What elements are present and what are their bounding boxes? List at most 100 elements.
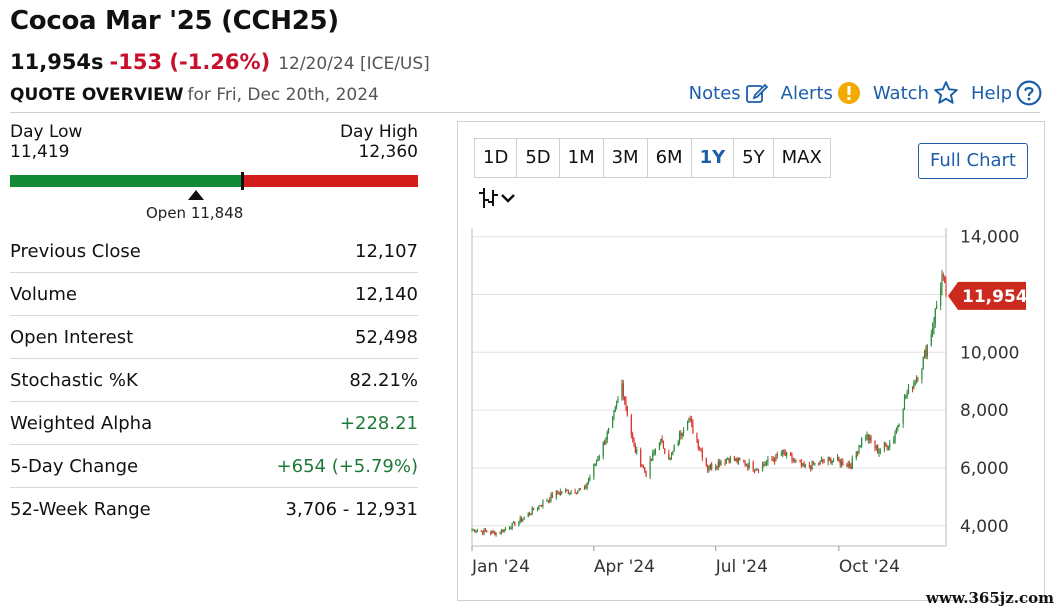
period-button-max[interactable]: MAX	[781, 147, 822, 168]
candle-body	[570, 491, 572, 494]
candle-body	[550, 494, 552, 501]
candle-body	[680, 432, 682, 436]
candle-body	[602, 442, 604, 457]
candle-body	[936, 305, 938, 309]
stat-value: +228.21	[339, 412, 418, 434]
alerts-link[interactable]: Alerts	[781, 81, 861, 105]
price-change: -153 (-1.26%)	[109, 50, 271, 74]
day-range-up-segment	[10, 175, 242, 187]
candle-body	[491, 531, 493, 534]
candle-body	[737, 458, 740, 463]
candle-body	[569, 493, 571, 495]
candle-body	[642, 466, 644, 468]
candle-body	[658, 442, 661, 450]
candle-body	[672, 451, 674, 455]
candle-body	[889, 443, 891, 448]
candle-body	[810, 466, 812, 470]
stats-row: Volume 12,140	[10, 273, 418, 316]
period-button-6m[interactable]: 6M	[648, 139, 692, 177]
stats-row: Weighted Alpha +228.21	[10, 402, 418, 445]
candle-body	[528, 513, 531, 515]
stat-label: Open Interest	[10, 326, 134, 348]
candle-body	[792, 460, 794, 462]
candle-body	[579, 488, 582, 490]
period-button-1y[interactable]: 1Y	[692, 139, 735, 177]
candle-body	[512, 521, 515, 523]
price-line: 11,954s -153 (-1.26%) 12/20/24 [ICE/US]	[10, 50, 430, 74]
candle-body	[923, 350, 926, 358]
candle-body	[790, 452, 792, 456]
stat-value: +654 (+5.79%)	[276, 455, 418, 477]
candle-body	[640, 449, 642, 467]
candle-body	[494, 531, 496, 535]
candle-body	[836, 457, 839, 461]
full-chart-button[interactable]: Full Chart	[918, 143, 1028, 179]
candle-body	[804, 464, 807, 467]
candle-body	[736, 458, 738, 463]
candle-body	[502, 530, 504, 533]
period-button-3m[interactable]: 3M	[604, 139, 648, 177]
candle-body	[503, 529, 505, 533]
candle-body	[914, 382, 916, 384]
candle-body	[613, 411, 615, 418]
candlestick-icon	[479, 188, 498, 208]
day-range-bar	[10, 172, 418, 190]
candle-body	[574, 491, 576, 494]
price-chart[interactable]: 4,000 6,000 8,000 10,000 14,000 Jan '24 Apr '2…	[470, 228, 1040, 588]
candle-body	[551, 494, 553, 498]
chevron-down-icon	[501, 194, 515, 203]
candle-body	[586, 483, 588, 488]
candle-body	[767, 458, 769, 463]
candle-body	[763, 464, 765, 466]
help-label: Help	[970, 82, 1012, 104]
open-triangle-icon	[188, 190, 204, 200]
candle-body	[839, 460, 841, 465]
period-button-1m[interactable]: 1M	[560, 139, 604, 177]
candle-body	[649, 459, 651, 477]
chart-panel	[457, 121, 1045, 601]
candle-body	[820, 460, 823, 462]
candle-body	[486, 531, 488, 533]
candle-body	[752, 462, 754, 470]
candle-body	[942, 275, 944, 278]
candle-body	[771, 458, 773, 460]
candle-body	[662, 440, 665, 449]
candle-body	[522, 518, 524, 522]
candle-body	[903, 397, 906, 410]
candle-body	[764, 464, 766, 466]
y-tick-label: 14,000	[960, 228, 1019, 248]
notes-link[interactable]: Notes	[689, 81, 769, 105]
candle-body	[823, 461, 825, 463]
candle-body	[932, 328, 934, 335]
candle-body	[902, 409, 904, 424]
candle-body	[542, 501, 544, 506]
stat-value: 12,107	[355, 240, 418, 262]
candle-body	[689, 419, 691, 421]
candle-body	[782, 450, 784, 455]
candle-body	[480, 530, 482, 532]
candle-body	[755, 469, 757, 471]
candle-body	[933, 323, 935, 329]
candle-body	[511, 522, 513, 529]
period-button-5y[interactable]: 5Y	[734, 139, 774, 177]
candle-body	[883, 443, 886, 450]
day-high-value: 12,360	[358, 142, 418, 162]
candle-body	[934, 308, 936, 324]
candle-body	[630, 415, 632, 435]
candle-body	[606, 432, 608, 440]
watch-link[interactable]: Watch	[873, 80, 959, 106]
period-button-5d[interactable]: 5D	[517, 139, 560, 177]
candle-body	[589, 477, 591, 480]
period-button-1d[interactable]: 1D	[475, 139, 518, 177]
candle-body	[578, 488, 580, 491]
stats-row: 5-Day Change +654 (+5.79%)	[10, 445, 418, 488]
pencil-icon	[745, 83, 768, 103]
help-link[interactable]: Help	[971, 80, 1042, 106]
day-high-label: Day High	[339, 122, 418, 142]
candle-body	[537, 508, 539, 511]
quote-date-exchange: 12/20/24 [ICE/US]	[278, 54, 430, 74]
chart-type-dropdown[interactable]	[478, 187, 516, 209]
candle-body	[802, 463, 804, 466]
candle-body	[869, 436, 871, 441]
candle-body	[699, 447, 701, 450]
